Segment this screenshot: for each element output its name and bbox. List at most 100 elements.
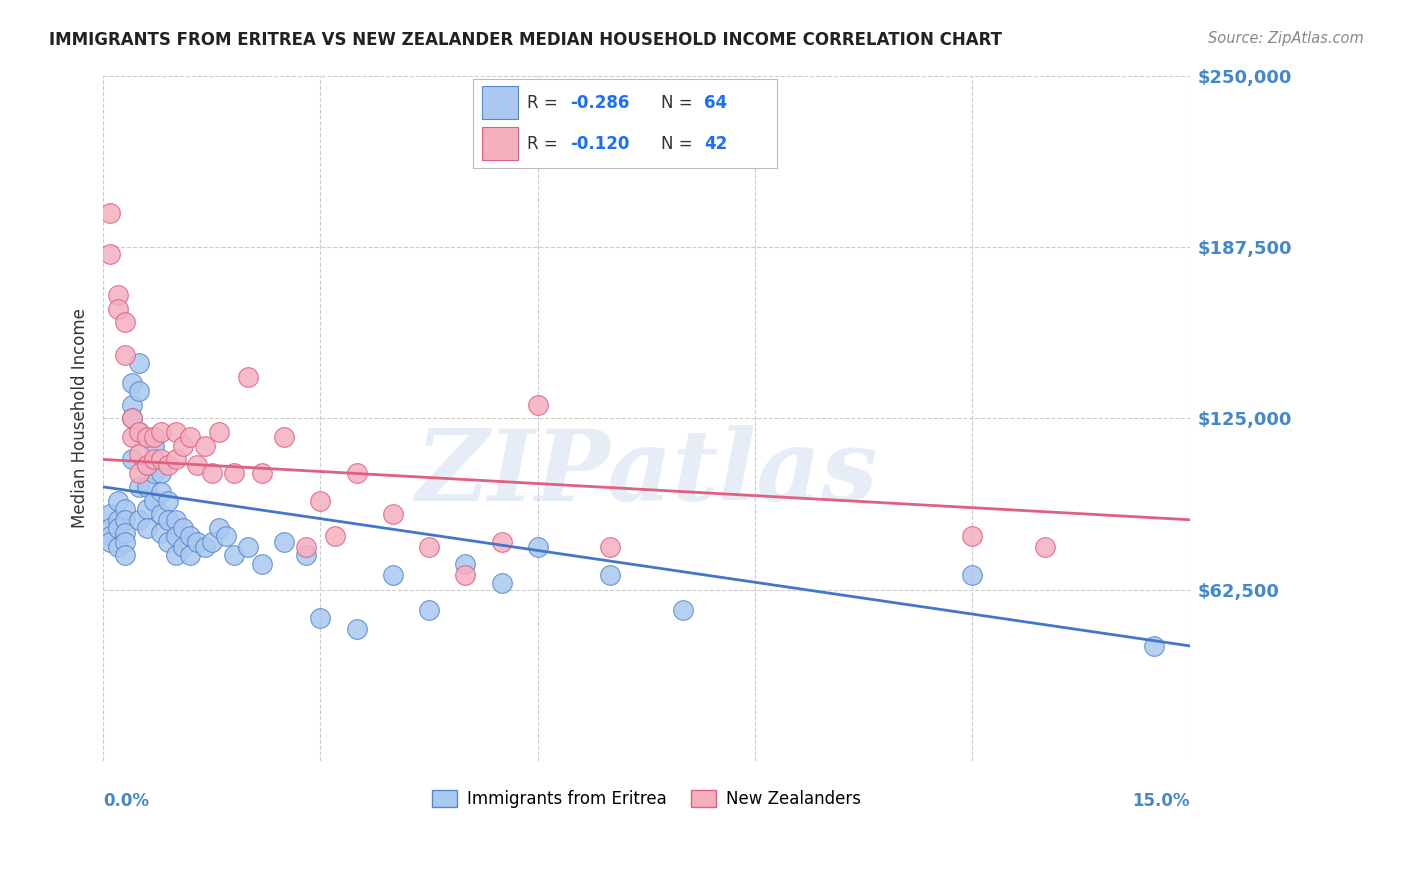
Point xyxy=(142,493,165,508)
Point xyxy=(172,540,194,554)
Point xyxy=(128,466,150,480)
Point xyxy=(201,466,224,480)
Point xyxy=(323,529,346,543)
Point xyxy=(201,534,224,549)
Point xyxy=(150,508,173,522)
Point xyxy=(962,529,984,543)
Point xyxy=(186,534,208,549)
Point xyxy=(165,425,187,439)
Point xyxy=(208,521,231,535)
Point xyxy=(107,493,129,508)
Point xyxy=(150,526,173,541)
Point xyxy=(114,534,136,549)
Point xyxy=(100,534,122,549)
Point xyxy=(273,430,295,444)
Point xyxy=(128,425,150,439)
Point xyxy=(157,513,180,527)
Point xyxy=(381,567,404,582)
Point xyxy=(121,430,143,444)
Point xyxy=(135,458,157,472)
Point xyxy=(128,480,150,494)
Point xyxy=(100,205,122,219)
Point xyxy=(454,557,477,571)
Point xyxy=(135,430,157,444)
Point xyxy=(142,452,165,467)
Point xyxy=(273,534,295,549)
Point xyxy=(121,411,143,425)
Point xyxy=(107,521,129,535)
Point xyxy=(100,521,122,535)
Point xyxy=(128,384,150,398)
Point xyxy=(142,430,165,444)
Point xyxy=(121,398,143,412)
Point xyxy=(418,603,440,617)
Point xyxy=(672,603,695,617)
Text: 0.0%: 0.0% xyxy=(103,791,149,810)
Point xyxy=(114,549,136,563)
Point xyxy=(222,549,245,563)
Point xyxy=(208,425,231,439)
Point xyxy=(179,549,201,563)
Point xyxy=(150,485,173,500)
Point xyxy=(128,513,150,527)
Point xyxy=(150,425,173,439)
Point xyxy=(193,439,215,453)
Point xyxy=(100,529,122,543)
Point xyxy=(186,458,208,472)
Legend: Immigrants from Eritrea, New Zealanders: Immigrants from Eritrea, New Zealanders xyxy=(425,783,868,814)
Point xyxy=(193,540,215,554)
Point xyxy=(491,575,513,590)
Point xyxy=(157,534,180,549)
Point xyxy=(157,458,180,472)
Text: Source: ZipAtlas.com: Source: ZipAtlas.com xyxy=(1208,31,1364,46)
Point xyxy=(252,466,274,480)
Point xyxy=(599,567,621,582)
Point xyxy=(346,623,368,637)
Point xyxy=(418,540,440,554)
Point xyxy=(100,246,122,260)
Point xyxy=(100,508,122,522)
Point xyxy=(236,370,259,384)
Y-axis label: Median Household Income: Median Household Income xyxy=(72,309,89,528)
Point xyxy=(179,529,201,543)
Point xyxy=(454,567,477,582)
Point xyxy=(236,540,259,554)
Point xyxy=(215,529,238,543)
Point xyxy=(309,493,332,508)
Point xyxy=(114,348,136,362)
Point xyxy=(491,534,513,549)
Point xyxy=(526,540,548,554)
Point xyxy=(172,521,194,535)
Text: IMMIGRANTS FROM ERITREA VS NEW ZEALANDER MEDIAN HOUSEHOLD INCOME CORRELATION CHA: IMMIGRANTS FROM ERITREA VS NEW ZEALANDER… xyxy=(49,31,1002,49)
Point xyxy=(128,356,150,370)
Point xyxy=(128,425,150,439)
Point xyxy=(165,452,187,467)
Point xyxy=(526,398,548,412)
Point xyxy=(135,501,157,516)
Point xyxy=(135,480,157,494)
Point xyxy=(222,466,245,480)
Point xyxy=(1142,639,1164,653)
Point xyxy=(165,529,187,543)
Point xyxy=(1033,540,1056,554)
Point xyxy=(114,501,136,516)
Point xyxy=(107,513,129,527)
Text: ZIPatlas: ZIPatlas xyxy=(415,425,877,522)
Point xyxy=(165,549,187,563)
Point xyxy=(150,466,173,480)
Point xyxy=(114,513,136,527)
Point xyxy=(107,288,129,302)
Point xyxy=(599,540,621,554)
Point xyxy=(962,567,984,582)
Text: 15.0%: 15.0% xyxy=(1132,791,1189,810)
Point xyxy=(179,430,201,444)
Point xyxy=(295,540,318,554)
Point xyxy=(121,411,143,425)
Point xyxy=(135,458,157,472)
Point xyxy=(135,521,157,535)
Point xyxy=(114,315,136,329)
Point xyxy=(172,439,194,453)
Point xyxy=(121,376,143,390)
Point xyxy=(142,439,165,453)
Point xyxy=(295,549,318,563)
